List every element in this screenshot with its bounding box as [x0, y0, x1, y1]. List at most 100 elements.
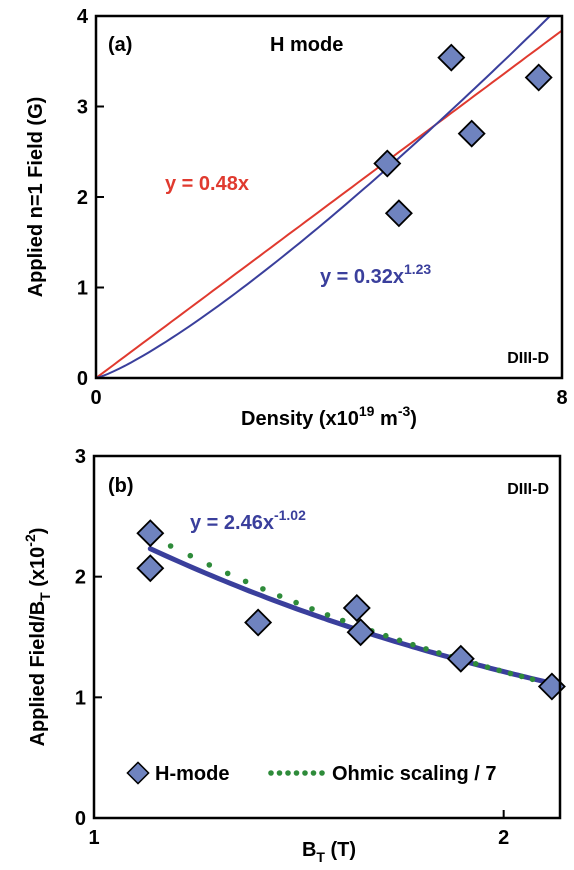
panel-b-label: (b)	[108, 475, 134, 497]
data-point-marker	[342, 593, 371, 623]
ohmic-scaling-dot	[324, 612, 331, 618]
panel-a-xlabel-main: Density (x10	[241, 408, 359, 430]
legend-dot	[319, 770, 325, 776]
ohmic-scaling-dot	[518, 673, 525, 680]
data-point-marker	[524, 63, 553, 92]
legend-hmode-label: H-mode	[155, 763, 229, 785]
legend-dot	[285, 770, 291, 776]
legend-dot	[268, 770, 274, 776]
ohmic-scaling-dot	[167, 543, 174, 549]
ohmic-scaling-dot	[260, 586, 266, 592]
panel-b-ylabel-close: )	[27, 528, 49, 535]
panel-b-plot-frame	[92, 454, 562, 820]
panel-b-data-points	[136, 519, 566, 701]
panel-b-ylabel-main: Applied Field/B	[27, 601, 49, 747]
x-tick-label: 0	[90, 387, 101, 409]
data-point-marker	[373, 149, 402, 178]
panel-b-x-axis-label: BT (T)	[302, 839, 356, 865]
panel-a-y-axis-label: Applied n=1 Field (G)	[25, 97, 47, 298]
ohmic-scaling-dot	[276, 593, 283, 599]
data-point-marker	[136, 554, 165, 583]
annotation-b-power-fit: y = 2.46x-1.02	[190, 507, 306, 534]
data-point-marker	[446, 644, 475, 673]
panel-a-data-points	[373, 43, 553, 228]
ohmic-scaling-dot	[339, 617, 346, 624]
ohmic-scaling-dot	[496, 667, 502, 674]
y-tick-label: 2	[75, 567, 86, 589]
data-point-marker	[244, 608, 273, 637]
ohmic-scaling-dot	[529, 676, 536, 683]
annotation-power-fit-main: y = 0.32x	[320, 266, 404, 288]
ohmic-scaling-dot	[423, 646, 429, 652]
legend-ohmic-label: Ohmic scaling / 7	[332, 763, 497, 785]
data-point-marker	[437, 43, 466, 72]
y-tick-label: 1	[75, 687, 86, 709]
ohmic-scaling-dot	[410, 641, 416, 648]
panel-b-xlabel-main: B	[302, 839, 316, 861]
y-tick-label: 3	[77, 97, 88, 119]
ohmic-scaling-dot	[242, 578, 249, 585]
ohmic-scaling-dot	[206, 562, 213, 568]
panel-a-xlabel-exp: 19	[359, 403, 375, 419]
legend-dot	[310, 770, 317, 776]
x-tick-label: 2	[498, 827, 509, 849]
ohmic-scaling-dot	[472, 661, 479, 667]
data-point-marker	[537, 672, 566, 701]
data-point-marker	[346, 618, 375, 647]
legend-ohmic-swatch	[268, 770, 325, 776]
fit-line-2	[95, 15, 551, 379]
panel-a: 0 1 2 3 4 0 8 (a) H mode DIII-D y = 0.48x y = …	[25, 6, 568, 430]
annotation-power-fit-exp: 1.23	[404, 261, 431, 277]
y-tick-label: 3	[75, 446, 86, 468]
panel-a-plot-frame	[94, 14, 564, 380]
fit-line-1	[95, 29, 563, 379]
ohmic-scaling-dot	[309, 606, 315, 612]
annotation-power-fit: y = 0.32x1.23	[320, 261, 431, 288]
annotation-b-main: y = 2.46x	[190, 512, 274, 534]
annotation-b-exp: -1.02	[274, 507, 306, 523]
legend-dot	[302, 770, 308, 776]
panel-a-x-axis-label: Density (x1019 m-3)	[241, 403, 417, 430]
legend-dot	[293, 770, 300, 776]
legend-dot	[276, 770, 283, 776]
legend-hmode-marker	[126, 761, 150, 785]
y-tick-label: 0	[77, 368, 88, 390]
panel-a-title: H mode	[270, 34, 343, 56]
ohmic-scaling-dot	[484, 664, 491, 670]
panel-a-xlabel-close: )	[410, 408, 417, 430]
panel-b-corner-label: DIII-D	[507, 481, 549, 498]
y-tick-label: 2	[77, 187, 88, 209]
annotation-linear-fit: y = 0.48x	[165, 173, 249, 195]
panel-a-tick-labels: 0 1 2 3 4 0 8	[77, 6, 568, 409]
y-tick-label: 0	[75, 808, 86, 830]
ohmic-scaling-dot	[293, 599, 299, 606]
panel-b-ylabel-sub: T	[37, 592, 53, 601]
ohmic-scaling-dot	[224, 570, 231, 577]
panel-a-label: (a)	[108, 34, 132, 56]
ohmic-scaling-dot	[396, 637, 403, 644]
panel-b-xlabel-sub: T	[316, 849, 325, 865]
x-tick-label: 8	[556, 387, 567, 409]
panel-a-xlabel-unit: m	[374, 408, 397, 430]
data-point-marker	[384, 199, 413, 228]
panel-a-fit-lines	[95, 15, 563, 379]
panel-a-corner-label: DIII-D	[507, 350, 549, 367]
ohmic-scaling-dot	[383, 632, 389, 639]
ohmic-scaling-dot	[436, 650, 442, 656]
ohmic-scaling-dot	[187, 552, 194, 559]
panel-a-xlabel-unit-exp: -3	[398, 403, 411, 419]
panel-b-y-axis-label: Applied Field/BT (x10-2)	[22, 528, 53, 747]
panel-b-ylabel-exp: -2	[22, 534, 38, 547]
data-point-marker	[457, 119, 486, 148]
legend: H-mode Ohmic scaling / 7	[126, 761, 497, 785]
x-tick-label: 1	[88, 827, 99, 849]
panel-b-xlabel-unit: (T)	[325, 839, 356, 861]
y-tick-label: 1	[77, 278, 88, 300]
y-tick-label: 4	[77, 6, 89, 28]
ohmic-scaling-dot	[507, 670, 514, 677]
panel-b-ylabel-unit: (x10	[27, 547, 49, 593]
panel-a-ticks	[95, 15, 563, 379]
